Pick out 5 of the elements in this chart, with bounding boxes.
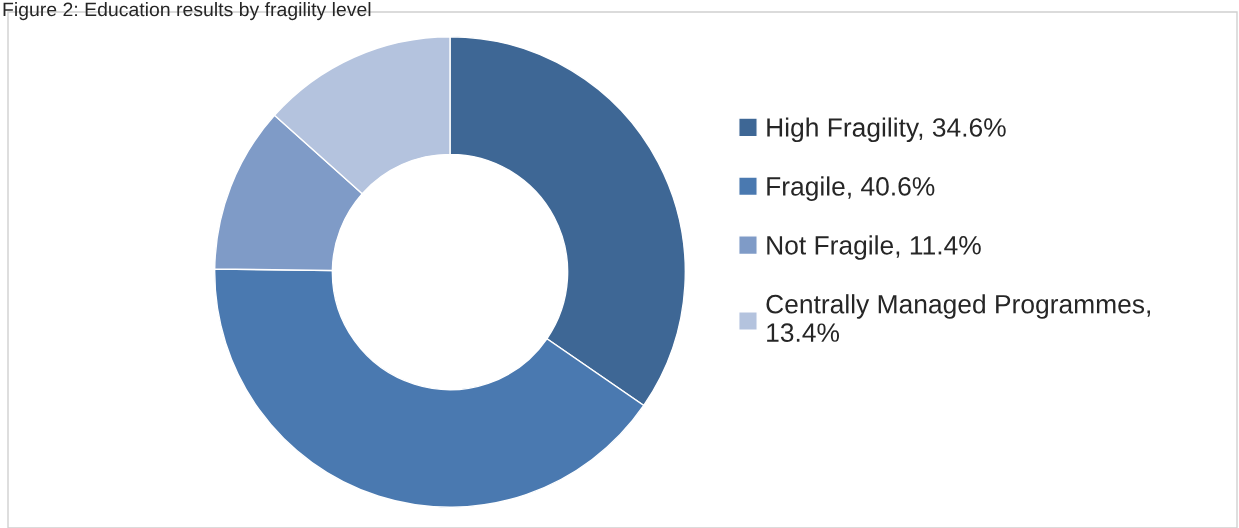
chart-title: Figure 2: Education results by fragility level <box>3 2 371 21</box>
legend-label: Not Fragile, 11.4% <box>767 235 981 260</box>
legend-label: Fragile, 40.6% <box>767 176 935 201</box>
legend-label: Centrally Managed Programmes, 13.4% <box>766 294 1150 342</box>
legend-label: High Fragility, 34.6% <box>767 117 1006 143</box>
